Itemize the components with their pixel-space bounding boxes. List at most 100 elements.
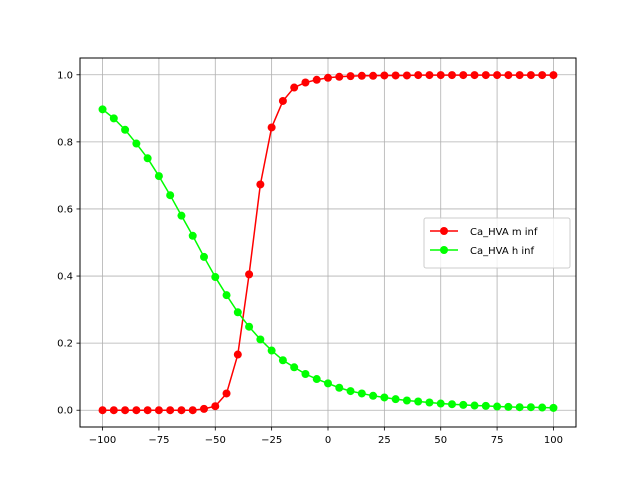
data-point-ca-hva-m-inf — [357, 71, 366, 80]
data-point-ca-hva-m-inf — [312, 75, 321, 84]
data-point-ca-hva-m-inf — [335, 72, 344, 81]
data-point-ca-hva-h-inf — [448, 400, 456, 409]
data-point-ca-hva-m-inf — [448, 71, 456, 80]
data-point-ca-hva-h-inf — [414, 397, 423, 406]
data-point-ca-hva-h-inf — [143, 154, 152, 163]
legend-label-ca-hva-h-inf: Ca_HVA h inf — [470, 246, 534, 257]
data-point-ca-hva-m-inf — [538, 71, 547, 80]
data-point-ca-hva-h-inf — [290, 363, 299, 372]
x-tick-label: −25 — [261, 435, 282, 446]
data-point-ca-hva-h-inf — [470, 401, 479, 410]
data-point-ca-hva-h-inf — [391, 395, 400, 404]
y-tick-label: 0.4 — [57, 272, 73, 283]
data-point-ca-hva-m-inf — [369, 71, 378, 80]
data-point-ca-hva-h-inf — [245, 322, 254, 331]
y-tick-label: 0.2 — [57, 339, 73, 350]
data-point-ca-hva-m-inf — [233, 350, 242, 359]
data-point-ca-hva-h-inf — [301, 369, 310, 378]
data-point-ca-hva-m-inf — [121, 406, 130, 415]
data-point-ca-hva-h-inf — [324, 379, 332, 388]
x-tick-label: −75 — [148, 435, 169, 446]
data-point-ca-hva-m-inf — [290, 83, 299, 92]
data-point-ca-hva-m-inf — [504, 71, 513, 80]
data-point-ca-hva-m-inf — [515, 71, 524, 80]
data-point-ca-hva-m-inf — [200, 404, 208, 413]
data-point-ca-hva-m-inf — [188, 406, 197, 415]
data-point-ca-hva-h-inf — [200, 252, 208, 261]
data-point-ca-hva-h-inf — [481, 401, 490, 410]
data-point-ca-hva-h-inf — [335, 383, 344, 392]
data-point-ca-hva-h-inf — [132, 139, 141, 148]
data-point-ca-hva-m-inf — [211, 402, 220, 411]
data-point-ca-hva-m-inf — [154, 406, 163, 415]
data-point-ca-hva-m-inf — [459, 71, 468, 80]
data-point-ca-hva-h-inf — [211, 273, 220, 282]
data-point-ca-hva-h-inf — [504, 402, 513, 411]
legend-box — [423, 217, 571, 269]
data-point-ca-hva-h-inf — [121, 125, 130, 134]
data-point-ca-hva-m-inf — [222, 389, 231, 398]
x-tick-label: −100 — [89, 435, 116, 446]
data-point-ca-hva-h-inf — [549, 403, 558, 412]
series-layer — [98, 71, 558, 415]
data-point-ca-hva-m-inf — [256, 180, 265, 189]
x-tick-label: −50 — [205, 435, 226, 446]
data-point-ca-hva-h-inf — [177, 211, 186, 220]
data-point-ca-hva-h-inf — [312, 375, 321, 384]
legend-marker-ca-hva-m-inf — [440, 227, 448, 235]
x-axis: −100 −75 −50 −25 0 25 50 75 100 — [89, 427, 563, 446]
legend-marker-ca-hva-h-inf — [440, 246, 448, 254]
data-point-ca-hva-m-inf — [177, 406, 186, 415]
legend: Ca_HVA m inf Ca_HVA h inf — [423, 217, 571, 269]
data-point-ca-hva-h-inf — [380, 393, 389, 402]
data-point-ca-hva-h-inf — [402, 396, 411, 405]
y-tick-label: 0.6 — [57, 204, 73, 215]
data-point-ca-hva-h-inf — [526, 403, 535, 412]
data-point-ca-hva-m-inf — [436, 71, 445, 80]
data-point-ca-hva-m-inf — [470, 71, 479, 80]
legend-label-ca-hva-m-inf: Ca_HVA m inf — [470, 227, 538, 238]
data-point-ca-hva-h-inf — [154, 172, 163, 181]
data-point-ca-hva-m-inf — [143, 406, 152, 415]
data-point-ca-hva-h-inf — [346, 387, 355, 396]
x-tick-label: 75 — [491, 435, 504, 446]
data-point-ca-hva-h-inf — [436, 399, 445, 408]
data-point-ca-hva-h-inf — [188, 231, 197, 240]
data-point-ca-hva-m-inf — [324, 73, 332, 82]
data-point-ca-hva-m-inf — [414, 71, 423, 80]
data-point-ca-hva-h-inf — [109, 114, 118, 123]
y-axis: 0.0 0.2 0.4 0.6 0.8 1.0 — [57, 70, 80, 417]
data-point-ca-hva-m-inf — [549, 71, 558, 80]
data-point-ca-hva-m-inf — [346, 72, 355, 81]
data-point-ca-hva-h-inf — [267, 346, 276, 355]
data-point-ca-hva-h-inf — [493, 402, 502, 411]
y-tick-label: 0.8 — [57, 137, 73, 148]
data-point-ca-hva-h-inf — [369, 391, 378, 400]
data-point-ca-hva-m-inf — [278, 96, 287, 105]
data-point-ca-hva-m-inf — [98, 406, 107, 415]
data-point-ca-hva-m-inf — [301, 78, 310, 87]
data-point-ca-hva-h-inf — [233, 308, 242, 317]
data-point-ca-hva-m-inf — [402, 71, 411, 80]
data-point-ca-hva-m-inf — [481, 71, 490, 80]
data-point-ca-hva-h-inf — [256, 335, 265, 344]
data-point-ca-hva-m-inf — [166, 406, 175, 415]
data-point-ca-hva-h-inf — [515, 403, 524, 412]
data-point-ca-hva-h-inf — [425, 398, 434, 407]
data-point-ca-hva-m-inf — [526, 71, 535, 80]
x-tick-label: 25 — [378, 435, 391, 446]
y-tick-label: 1.0 — [57, 70, 73, 81]
data-point-ca-hva-m-inf — [109, 406, 118, 415]
data-point-ca-hva-m-inf — [380, 71, 389, 80]
data-point-ca-hva-h-inf — [538, 403, 547, 412]
x-tick-label: 0 — [325, 435, 331, 446]
data-point-ca-hva-m-inf — [267, 123, 276, 132]
data-point-ca-hva-h-inf — [166, 191, 175, 200]
data-point-ca-hva-h-inf — [459, 400, 468, 409]
x-tick-label: 100 — [544, 435, 563, 446]
y-tick-label: 0.0 — [57, 406, 73, 417]
data-point-ca-hva-m-inf — [391, 71, 400, 80]
x-tick-label: 50 — [434, 435, 447, 446]
data-point-ca-hva-h-inf — [222, 291, 231, 300]
